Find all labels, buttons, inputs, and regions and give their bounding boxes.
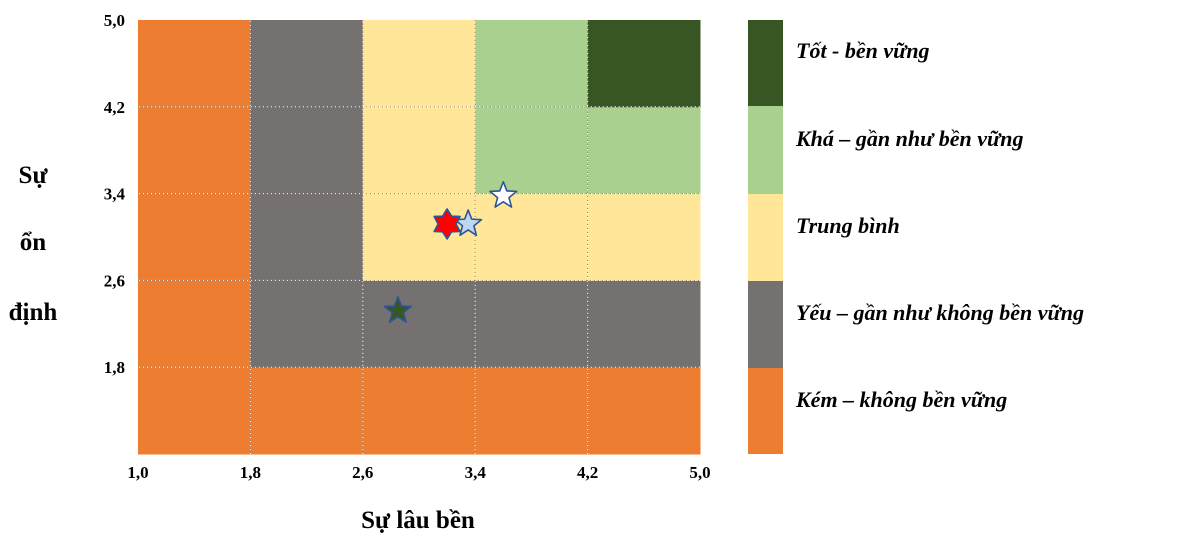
y-axis-title-line-1: Sự [19,162,49,189]
legend: Tốt - bền vững Khá – gần như bền vững Trun… [748,20,1084,454]
y-axis-title-line-3: định [9,299,58,326]
legend-label-0: Tốt - bền vững [796,38,930,63]
legend-swatch-4 [748,368,783,454]
cell-r4-c2 [362,20,476,108]
cell-r3-c3 [475,106,589,195]
cell-r3-c0 [138,106,251,195]
legend-swatch-1 [748,106,783,194]
points-layer [383,180,518,323]
x-tick-label-0: 1,0 [127,463,148,482]
x-axis-title: Sự lâu bền [361,507,475,533]
x-tick-label-3: 3,4 [465,463,487,482]
grid-layer [138,20,700,454]
legend-swatch-2 [748,194,783,281]
legend-swatch-0 [748,20,783,106]
cell-r0-c4 [587,367,701,455]
x-tick-label-2: 2,6 [352,463,373,482]
cell-r4-c3 [475,20,589,108]
cell-r4-c1 [250,20,364,108]
cell-r2-c3 [475,193,589,281]
cell-r0-c3 [475,367,589,455]
cell-r1-c0 [138,280,251,368]
data-point-star-3 [383,295,413,323]
cell-r3-c2 [362,106,476,195]
cell-r0-c1 [250,367,364,455]
cell-r2-c4 [587,193,701,281]
y-tick-label-3: 4,2 [104,98,125,117]
legend-label-2: Trung bình [796,213,900,238]
cells-layer [138,20,701,455]
ticks-layer: 1,0 1,8 2,6 3,4 4,2 5,0 1,8 2,6 3,4 4,2 5,0 [104,11,711,482]
cell-r1-c1 [250,280,364,368]
legend-label-3: Yếu – gần như không bền vững [796,300,1084,325]
cell-r1-c3 [475,280,589,368]
cell-r0-c0 [138,367,251,455]
cell-r0-c2 [362,367,476,455]
cell-r1-c4 [587,280,701,368]
y-tick-label-1: 2,6 [104,271,125,290]
y-tick-label-4: 5,0 [104,11,125,30]
data-point-star-0 [433,208,461,240]
y-axis-title-line-2: ổn [20,229,47,256]
y-tick-label-2: 3,4 [104,185,126,204]
legend-swatch-3 [748,281,783,368]
x-tick-label-1: 1,8 [240,463,261,482]
cell-r1-c2 [362,280,476,368]
cell-r2-c1 [250,193,364,281]
cell-r2-c0 [138,193,251,281]
legend-label-1: Khá – gần như bền vững [795,126,1023,151]
x-tick-label-5: 5,0 [689,463,710,482]
cell-r4-c4 [587,20,701,108]
legend-label-4: Kém – không bền vững [795,387,1007,412]
cell-r3-c4 [587,106,701,195]
cell-r3-c1 [250,106,364,195]
data-point-star-2 [489,180,518,208]
cell-r2-c2 [362,193,476,281]
y-tick-label-0: 1,8 [104,358,125,377]
x-tick-label-4: 4,2 [577,463,598,482]
cell-r4-c0 [138,20,251,108]
